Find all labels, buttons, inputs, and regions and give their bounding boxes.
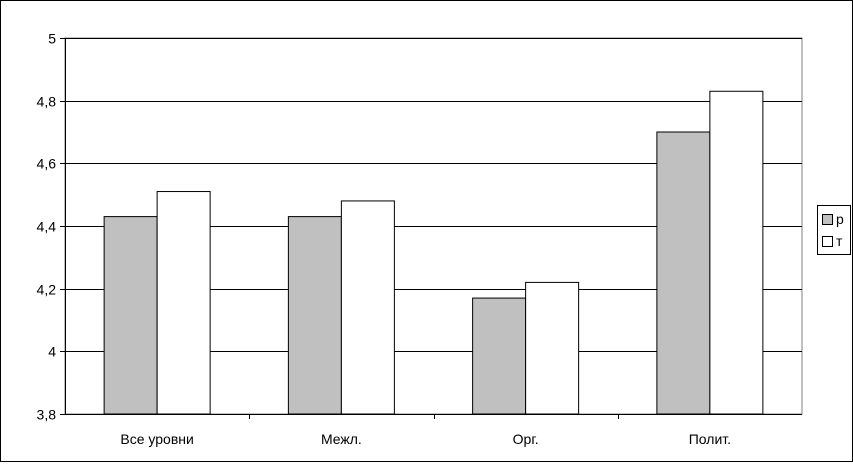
bar-2 (156, 191, 211, 415)
y-tick-label: 4,2 (37, 282, 57, 298)
legend-item-series-1: р (822, 211, 844, 227)
legend-label-series-2: т (836, 233, 843, 249)
y-tick-label: 5 (48, 31, 56, 47)
y-tick-label: 3,8 (37, 407, 57, 423)
legend-swatch-series-2 (822, 235, 833, 247)
y-tick-label: 4,6 (37, 156, 57, 172)
legend: р т (817, 205, 851, 255)
bar-1 (103, 216, 158, 415)
y-tick-label: 4,8 (37, 94, 57, 110)
x-tick-label: Межл. (321, 431, 362, 447)
bar-1 (472, 297, 527, 415)
bar-2 (525, 281, 580, 415)
bar-1 (656, 131, 711, 415)
bar-2 (340, 200, 395, 415)
legend-item-series-2: т (822, 233, 842, 249)
legend-label-series-1: р (836, 211, 844, 227)
bar-2 (709, 90, 764, 415)
x-tick-label: Полит. (689, 431, 731, 447)
y-tick-label: 4,4 (37, 219, 57, 235)
legend-swatch-series-1 (822, 213, 833, 225)
x-tick-label: Орг. (513, 431, 539, 447)
x-tick-label: Все уровни (120, 431, 193, 447)
bar-1 (287, 216, 342, 415)
y-tick-label: 4 (48, 344, 56, 360)
